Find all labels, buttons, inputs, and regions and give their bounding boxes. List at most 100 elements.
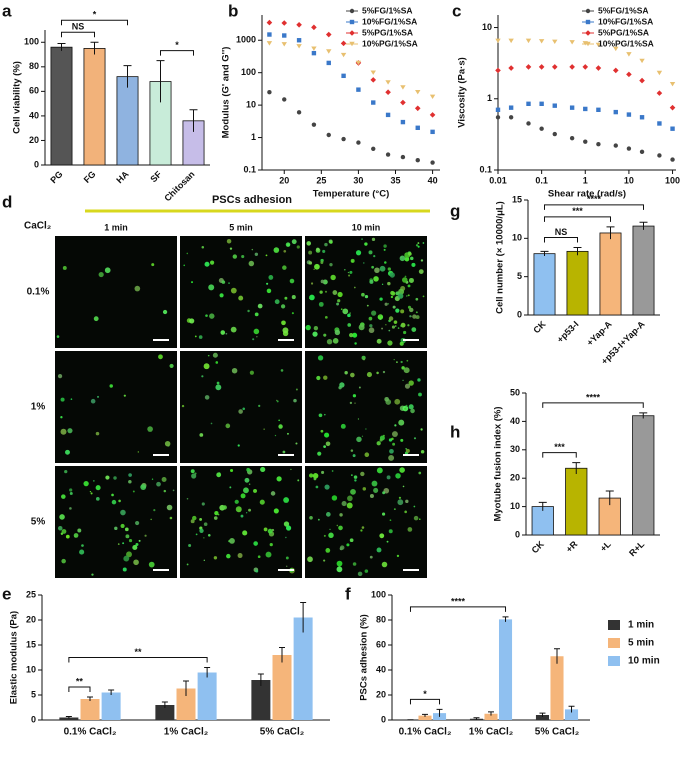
cell xyxy=(312,473,319,479)
legend-label: 10 min xyxy=(628,656,660,667)
cell xyxy=(267,528,273,534)
legend-label: 10%PG/1%SA xyxy=(598,38,654,48)
bar xyxy=(116,76,139,166)
cell xyxy=(242,407,246,411)
cell xyxy=(413,515,419,521)
row-label: 0.1% xyxy=(27,287,50,298)
cell xyxy=(347,323,352,327)
significance-label: * xyxy=(423,689,427,699)
error-bar xyxy=(488,711,494,716)
cell xyxy=(295,442,298,445)
data-point xyxy=(385,80,391,85)
cell xyxy=(111,493,114,497)
cell xyxy=(278,419,280,422)
x-tick-label: 1% CaCl₂ xyxy=(469,727,513,738)
cell xyxy=(308,250,313,255)
cell xyxy=(405,448,410,453)
significance-label: NS xyxy=(555,227,568,237)
x-tick-label: +R xyxy=(564,539,580,555)
significance-bracket xyxy=(68,686,91,692)
cell xyxy=(324,413,326,416)
cell xyxy=(402,277,408,283)
y-tick-label: 80 xyxy=(376,614,386,624)
cell xyxy=(122,567,127,572)
y-tick-label: 1 xyxy=(487,93,492,103)
error-bar xyxy=(156,60,165,103)
significance-label: NS xyxy=(72,22,85,32)
cell xyxy=(276,399,278,402)
cell xyxy=(73,533,79,538)
y-tick-label: 10 xyxy=(512,233,522,243)
cell xyxy=(387,267,391,271)
cell xyxy=(203,537,205,539)
cell xyxy=(231,367,238,374)
cell xyxy=(287,432,289,435)
row-label: 5% xyxy=(31,517,46,528)
cell xyxy=(321,470,325,474)
y-tick-label: 40 xyxy=(376,664,386,674)
cell xyxy=(133,559,139,566)
cell xyxy=(415,297,419,301)
cell xyxy=(218,514,220,516)
cell xyxy=(346,502,353,509)
cell xyxy=(384,261,387,264)
cell xyxy=(67,428,73,434)
cell xyxy=(151,263,155,267)
cell xyxy=(104,267,111,274)
cell xyxy=(210,422,213,425)
cell xyxy=(150,518,152,521)
legend-label: 10%FG/1%SA xyxy=(598,16,653,26)
y-tick-label: 80 xyxy=(29,61,39,71)
cell xyxy=(339,545,345,550)
cell xyxy=(215,361,219,364)
cell xyxy=(394,325,397,327)
y-tick-label: 5 xyxy=(31,689,36,699)
cell xyxy=(373,487,379,493)
data-point xyxy=(639,149,645,155)
significance-bracket xyxy=(61,31,95,38)
data-point xyxy=(569,105,575,110)
cell xyxy=(273,508,279,514)
cell xyxy=(128,479,132,484)
cell xyxy=(396,361,398,364)
cell xyxy=(403,330,407,335)
significance-label: **** xyxy=(586,392,601,402)
cell xyxy=(350,258,355,263)
data-point xyxy=(266,19,273,26)
cell xyxy=(65,534,70,539)
data-point xyxy=(340,40,347,47)
cell xyxy=(113,476,117,480)
cell xyxy=(418,518,421,521)
panel-label: c xyxy=(452,1,461,20)
data-point xyxy=(282,97,287,102)
data-point xyxy=(371,146,376,152)
cell xyxy=(356,436,362,443)
x-tick-label: 1% CaCl₂ xyxy=(164,727,208,738)
cell xyxy=(340,308,343,310)
cell xyxy=(388,454,395,461)
cell xyxy=(363,262,365,264)
cell xyxy=(383,244,387,248)
column-label: 10 min xyxy=(352,222,381,232)
y-tick-label: 100 xyxy=(371,589,386,599)
cell xyxy=(243,487,249,494)
data-point xyxy=(385,152,391,157)
y-tick-label: 10 xyxy=(246,99,256,109)
micrograph xyxy=(55,236,177,348)
cell xyxy=(329,528,331,530)
data-point xyxy=(356,87,361,92)
cell xyxy=(273,247,280,253)
cell xyxy=(357,571,363,577)
cell xyxy=(408,277,414,283)
y-axis-label: Elastic modulus (Pa) xyxy=(9,611,20,704)
bar xyxy=(533,253,556,316)
significance-label: ** xyxy=(134,647,142,657)
cell xyxy=(395,308,400,313)
cell xyxy=(308,261,313,265)
cell xyxy=(366,372,372,378)
cell xyxy=(390,290,395,296)
cell xyxy=(336,524,339,527)
panel-label: d xyxy=(2,192,12,211)
cell xyxy=(397,293,404,299)
data-point xyxy=(613,46,619,52)
